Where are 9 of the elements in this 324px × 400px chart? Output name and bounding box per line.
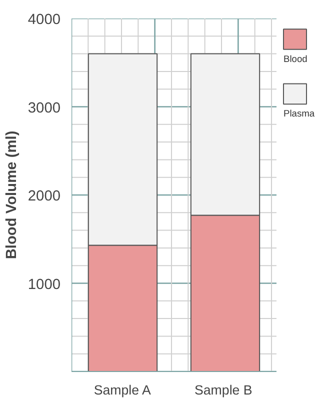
y-tick-label: 1000 — [28, 276, 61, 293]
legend-label: Blood — [284, 54, 308, 64]
y-tick-label: 2000 — [28, 188, 61, 204]
x-tick-label: Sample B — [194, 382, 252, 398]
y-tick-label: 4000 — [28, 12, 61, 28]
y-axis-title: Blood Volume (ml) — [4, 130, 20, 260]
x-tick-label: Sample A — [94, 382, 152, 398]
y-tick-label: 3000 — [28, 100, 61, 116]
legend-label: Plasma — [284, 108, 316, 119]
